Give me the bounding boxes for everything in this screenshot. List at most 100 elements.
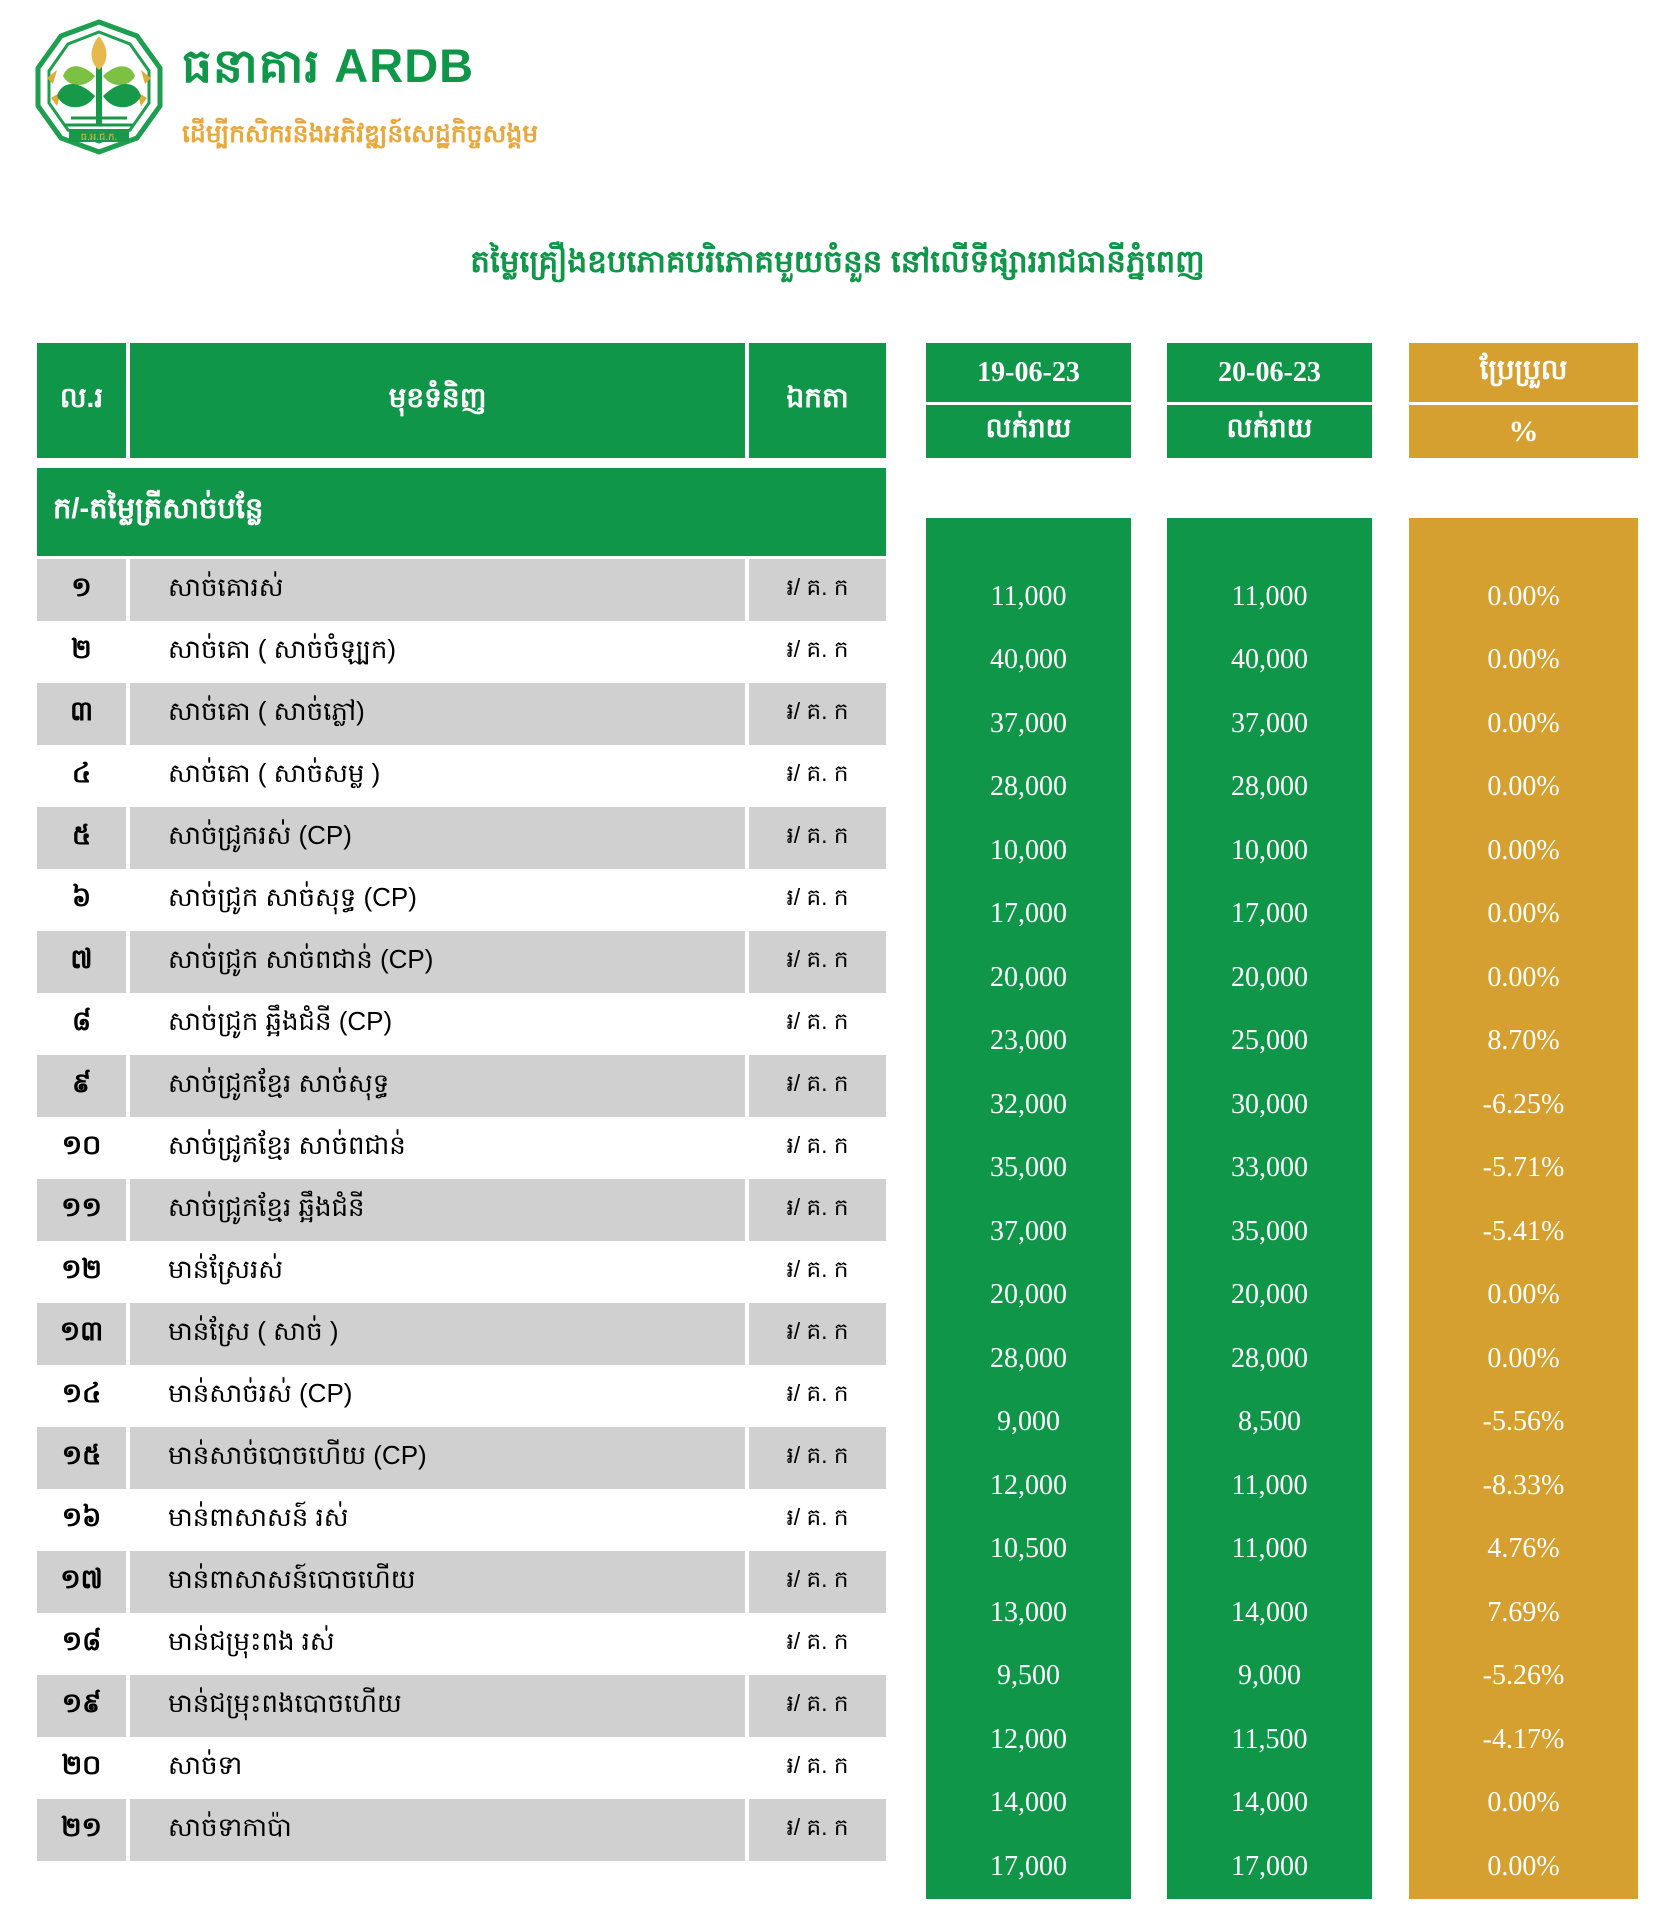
price-20-06-23: 25,000 [1231,1025,1308,1057]
price-19-06-23: 28,000 [990,1342,1067,1374]
item-name: សាច់ជ្រូកខ្មែរ ឆ្អឹងជំនី [130,1179,745,1241]
change-percent: 4.76% [1487,1533,1560,1565]
price-19-06-23: 9,000 [997,1406,1060,1438]
price-column-20-06-23: 11,000 40,000 37,000 28,000 10,000 17,000 20,0… [1167,518,1372,1899]
price-19-06-23: 28,000 [990,771,1067,803]
header-change-col: ប្រែប្រួល % [1409,343,1638,458]
table-row: ១០ សាច់ជ្រូកខ្មែរ សាច់ពជាន់ ៛/ គ. ក [37,1117,886,1179]
item-name: សាច់ជ្រូក សាច់សុទ្ធ (CP) [130,869,745,931]
item-name: សាច់ជ្រូក សាច់ពជាន់ (CP) [130,931,745,993]
change-percent: 0.00% [1487,834,1560,866]
table-row: ១ សាច់គោរស់ ៛/ គ. ក [37,559,886,621]
item-name: មាន់ពាសាសន៍បោចហើយ [130,1551,745,1613]
price-20-06-23: 11,000 [1231,1469,1308,1501]
table-row: ២ សាច់គោ ( សាច់ចំឡ្បក) ៛/ គ. ក [37,621,886,683]
price-20-06-23: 8,500 [1238,1406,1301,1438]
item-name: មាន់ស្រែ ( សាច់ ) [130,1303,745,1365]
table-row: ១១ សាច់ជ្រូកខ្មែរ ឆ្អឹងជំនី ៛/ គ. ក [37,1179,886,1241]
row-number: ១៨ [37,1613,126,1675]
item-name: សាច់គោរស់ [130,559,745,621]
item-unit: ៛/ គ. ក [749,993,886,1055]
price-19-06-23: 13,000 [990,1596,1067,1628]
change-percent: 0.00% [1487,961,1560,993]
item-name: សាច់ជ្រូក ឆ្អឹងជំនី (CP) [130,993,745,1055]
table-row: ២០ សាច់ទា ៛/ គ. ក [37,1737,886,1799]
item-name: មាន់ពាសាសន៍ រស់ [130,1489,745,1551]
ardb-logo: ធ.អ.ជ.ក. [35,19,163,155]
price-19-06-23: 10,500 [990,1533,1067,1565]
change-percent: -8.33% [1482,1469,1565,1501]
table-rows: ១ សាច់គោរស់ ៛/ គ. ក ២ សាច់គោ ( សាច់ចំឡ្ប… [37,559,886,1861]
row-number: ១៣ [37,1303,126,1365]
change-percent: 0.00% [1487,644,1560,676]
leaf-dark-right [103,83,141,108]
header-date1: 19-06-23 [926,343,1131,402]
item-unit: ៛/ គ. ក [749,621,886,683]
brand-block: ធនាគារ ARDB ដើម្បីកសិករនិងអភិវឌ្ឍន៍សេដ្ឋ… [182,36,538,155]
table-row: ២១ សាច់ទាកាប៉ា ៛/ គ. ក [37,1799,886,1861]
price-19-06-23: 35,000 [990,1152,1067,1184]
table-row: ៧ សាច់ជ្រូក សាច់ពជាន់ (CP) ៛/ គ. ក [37,931,886,993]
item-unit: ៛/ គ. ក [749,1365,886,1427]
change-percent: 0.00% [1487,771,1560,803]
leaf-light-left [63,66,95,85]
row-number: ៩ [37,1055,126,1117]
price-20-06-23: 28,000 [1231,1342,1308,1374]
price-19-06-23: 10,000 [990,834,1067,866]
change-percent: -5.71% [1482,1152,1565,1184]
price-20-06-23: 37,000 [1231,707,1308,739]
change-column: 0.00% 0.00% 0.00% 0.00% 0.00% 0.00% 0.00% 8.70%… [1409,518,1638,1899]
header-retail1: លក់រាយ [926,405,1131,458]
row-number: ១០ [37,1117,126,1179]
row-number: ១៦ [37,1489,126,1551]
table-row: ១៣ មាន់ស្រែ ( សាច់ ) ៛/ គ. ក [37,1303,886,1365]
item-name: សាច់ទាកាប៉ា [130,1799,745,1861]
header-change: ប្រែប្រួល [1409,343,1638,402]
item-unit: ៛/ គ. ក [749,1241,886,1303]
section-header: ក/-តម្លៃត្រីសាច់បន្លែ [37,468,886,556]
brand-name: ធនាគារ ARDB [182,39,475,92]
item-unit: ៛/ គ. ក [749,1303,886,1365]
price-19-06-23: 37,000 [990,1215,1067,1247]
row-number: ១១ [37,1179,126,1241]
row-number: ៥ [37,807,126,869]
item-name: សាច់ជ្រូករស់ (CP) [130,807,745,869]
item-name: សាច់ទា [130,1737,745,1799]
change-percent: -5.41% [1482,1215,1565,1247]
table-row: ៦ សាច់ជ្រូក សាច់សុទ្ធ (CP) ៛/ គ. ក [37,869,886,931]
change-percent: 0.00% [1487,1342,1560,1374]
header-unit: ឯកតា [749,343,886,458]
price-19-06-23: 17,000 [990,898,1067,930]
item-unit: ៛/ គ. ក [749,1799,886,1861]
price-19-06-23: 37,000 [990,707,1067,739]
table-row: ៨ សាច់ជ្រូក ឆ្អឹងជំនី (CP) ៛/ គ. ក [37,993,886,1055]
price-19-06-23: 23,000 [990,1025,1067,1057]
table-row: ១៤ មាន់សាច់រស់ (CP) ៛/ គ. ក [37,1365,886,1427]
item-unit: ៛/ គ. ក [749,807,886,869]
header-percent: % [1409,405,1638,458]
table-row: ១៦ មាន់ពាសាសន៍ រស់ ៛/ គ. ក [37,1489,886,1551]
price-20-06-23: 11,500 [1231,1723,1308,1755]
price-20-06-23: 9,000 [1238,1660,1301,1692]
header-date1-col: 19-06-23 លក់រាយ [926,343,1131,458]
header-item: មុខទំនិញ [130,343,745,458]
row-number: ២១ [37,1799,126,1861]
price-20-06-23: 20,000 [1231,1279,1308,1311]
item-name: មាន់ជម្រុះពងបោចហើយ [130,1675,745,1737]
item-unit: ៛/ គ. ក [749,1117,886,1179]
change-percent: 0.00% [1487,1850,1560,1882]
table-row: ៣ សាច់គោ ( សាច់ភ្លៅ) ៛/ គ. ក [37,683,886,745]
row-number: ៤ [37,745,126,807]
table-header-left: ល.រ មុខទំនិញ ឯកតា [37,343,886,458]
item-name: មាន់សាច់បោចហើយ (CP) [130,1427,745,1489]
brand-tagline: ដើម្បីកសិករនិងអភិវឌ្ឍន៍សេដ្ឋកិច្ចសង្គម [182,120,539,148]
item-unit: ៛/ គ. ក [749,559,886,621]
price-19-06-23: 11,000 [990,580,1067,612]
price-20-06-23: 14,000 [1231,1596,1308,1628]
price-19-06-23: 12,000 [990,1469,1067,1501]
price-20-06-23: 14,000 [1231,1787,1308,1819]
row-number: ១ [37,559,126,621]
change-percent: 7.69% [1487,1596,1560,1628]
header-date2-col: 20-06-23 លក់រាយ [1167,343,1372,458]
wheat-grain [91,36,107,70]
